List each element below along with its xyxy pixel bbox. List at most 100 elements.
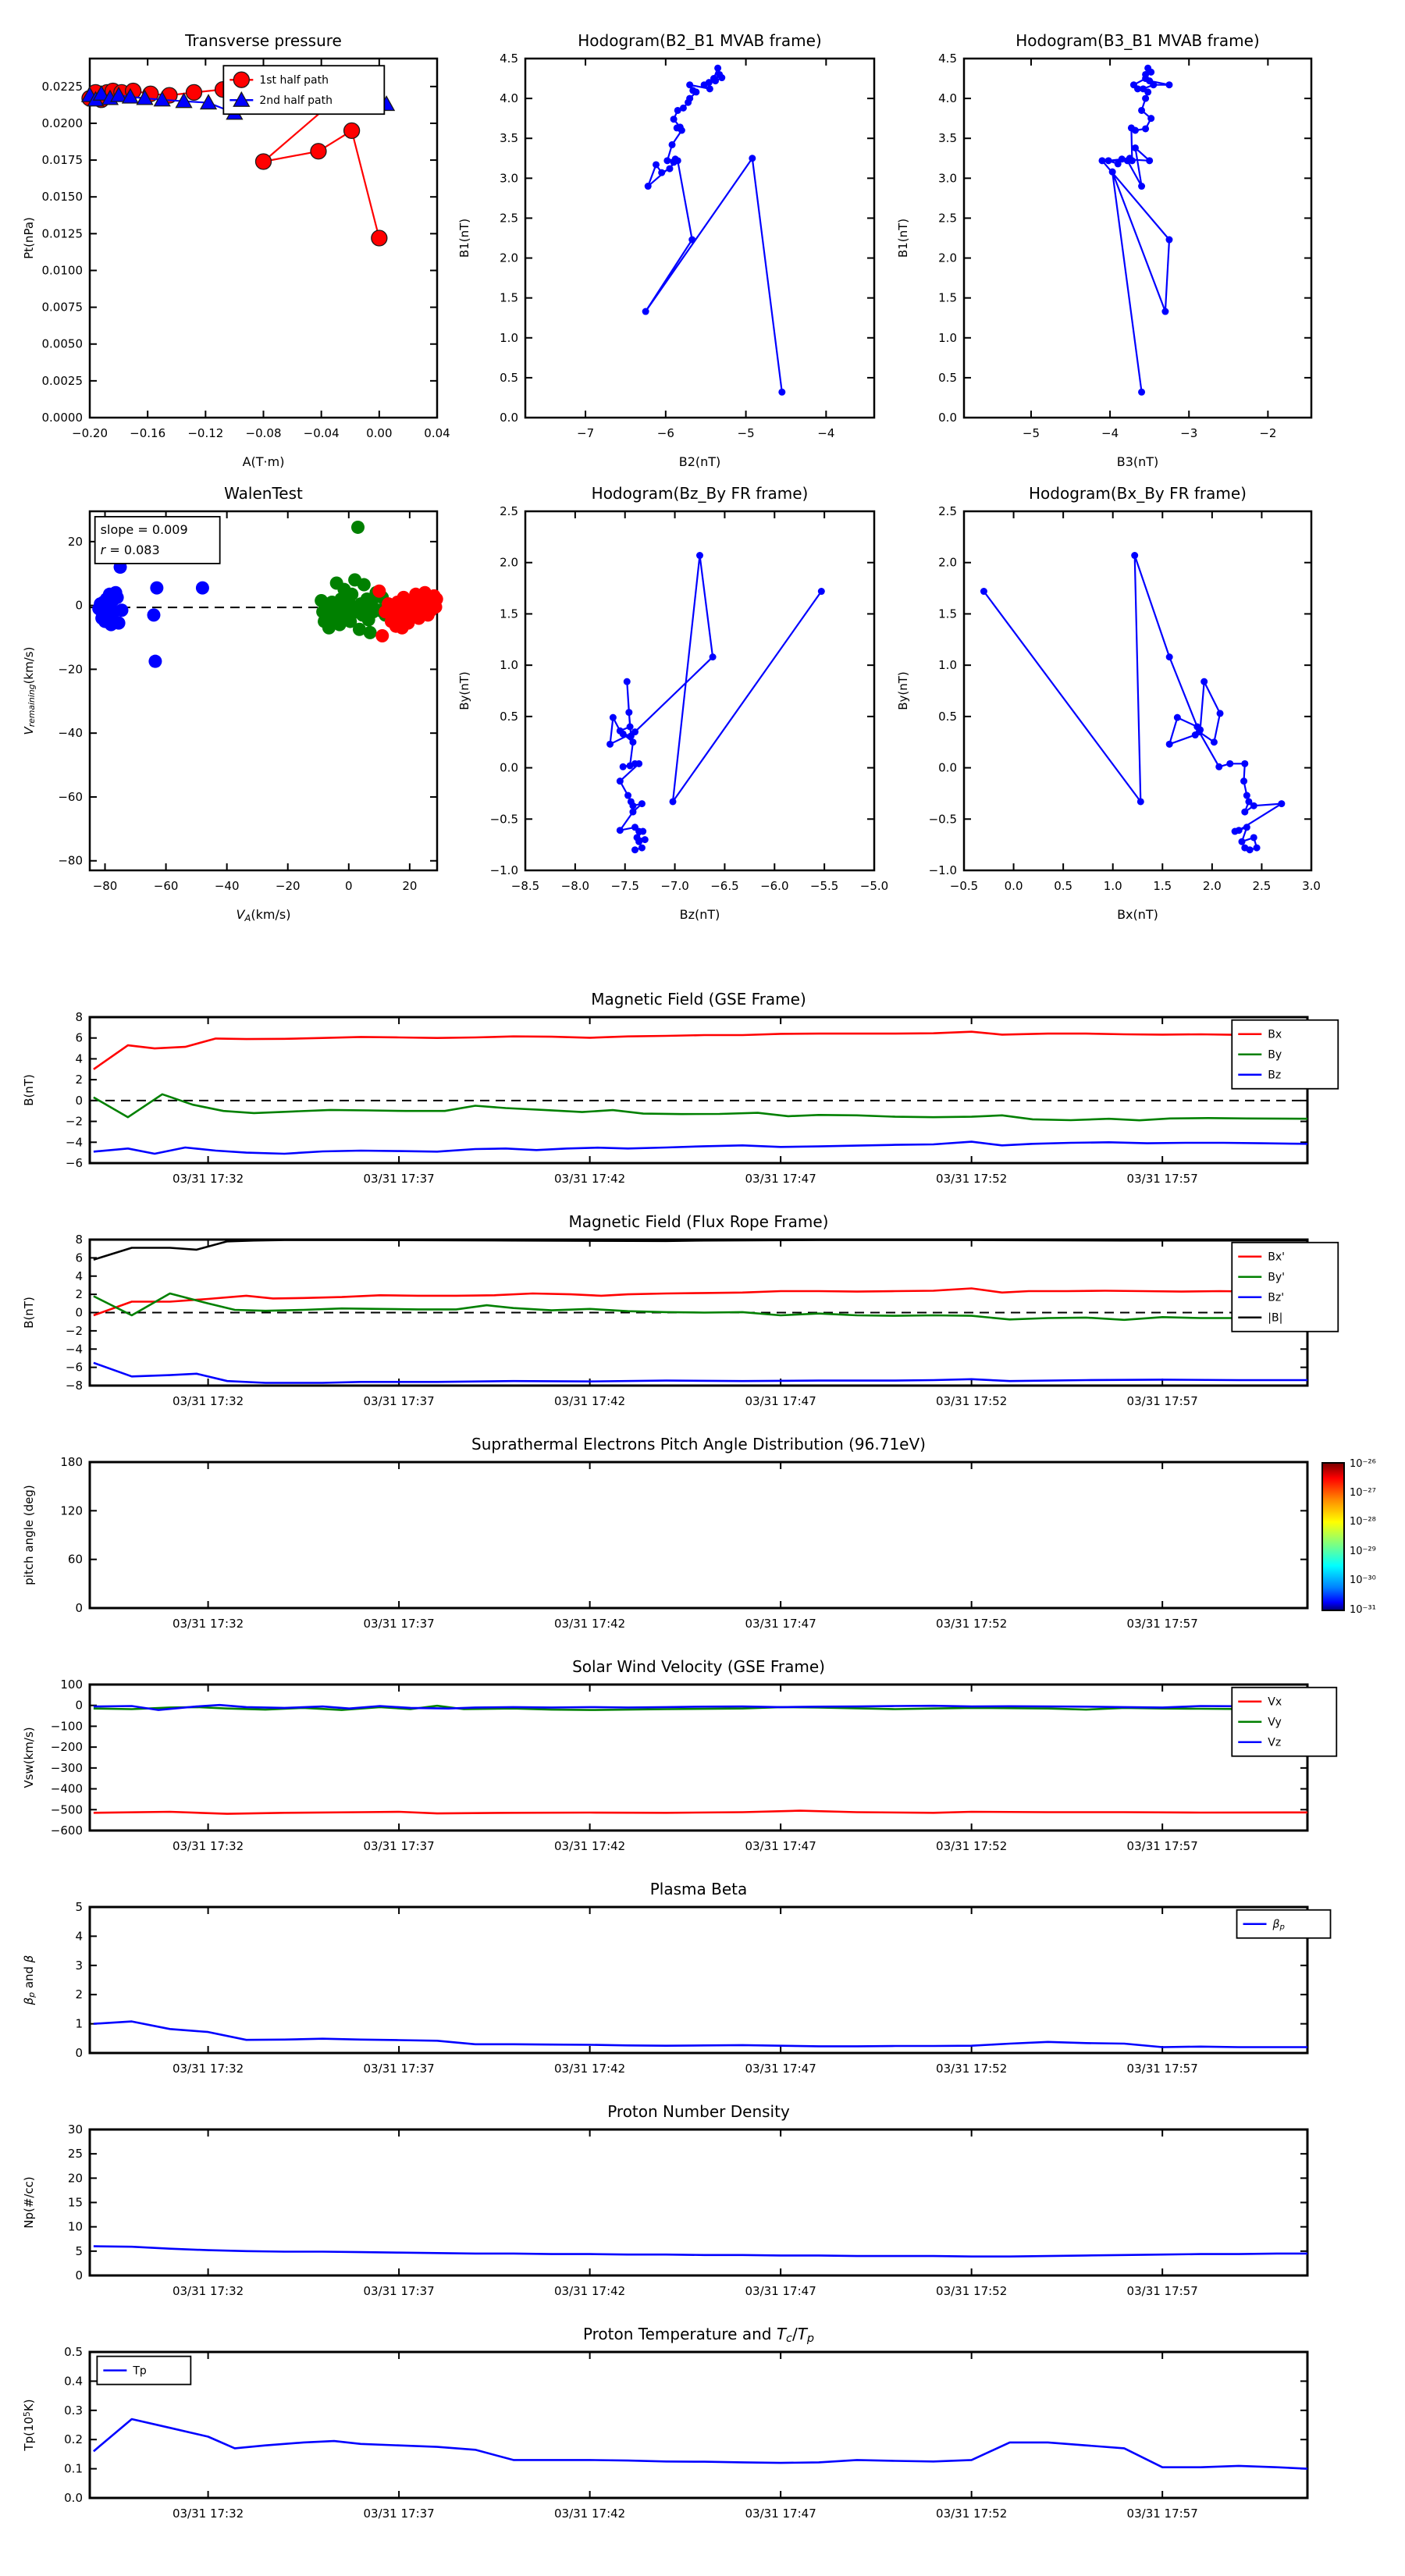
svg-text:120: 120 — [60, 1503, 83, 1517]
svg-text:03/31 17:37: 03/31 17:37 — [363, 2284, 434, 2298]
svg-text:−4: −4 — [817, 426, 834, 440]
svg-text:0.0225: 0.0225 — [42, 80, 84, 94]
svg-text:03/31 17:52: 03/31 17:52 — [936, 1394, 1007, 1408]
svg-text:3: 3 — [75, 1959, 83, 1973]
svg-text:0.04: 0.04 — [424, 426, 450, 440]
svg-text:0.0150: 0.0150 — [42, 190, 84, 204]
svg-text:1.5: 1.5 — [500, 291, 518, 305]
svg-text:0: 0 — [345, 879, 353, 893]
svg-text:03/31 17:32: 03/31 17:32 — [173, 1617, 244, 1631]
svg-text:2: 2 — [75, 1287, 83, 1301]
svg-text:−8: −8 — [66, 1379, 83, 1393]
chart-proton-number-density: 03/31 17:32 03/31 17:37 03/31 17:42 03/31 1… — [22, 2102, 1309, 2298]
svg-text:−0.5: −0.5 — [950, 879, 978, 893]
svg-text:Bz(nT): Bz(nT) — [680, 907, 720, 922]
svg-text:3.5: 3.5 — [500, 131, 518, 145]
svg-text:−2: −2 — [66, 1324, 83, 1338]
svg-text:0.0: 0.0 — [938, 761, 957, 775]
svg-text:03/31 17:42: 03/31 17:42 — [554, 2062, 625, 2076]
svg-text:8: 8 — [75, 1233, 83, 1247]
svg-text:03/31 17:32: 03/31 17:32 — [173, 2284, 244, 2298]
svg-text:0.00: 0.00 — [366, 426, 392, 440]
svg-text:0.0100: 0.0100 — [42, 263, 84, 277]
svg-text:Proton Number Density: Proton Number Density — [607, 2102, 790, 2121]
svg-text:0: 0 — [75, 2046, 83, 2060]
svg-text:Bx': Bx' — [1268, 1251, 1285, 1264]
svg-text:100: 100 — [60, 1678, 83, 1692]
svg-text:03/31 17:42: 03/31 17:42 — [554, 1617, 625, 1631]
svg-text:−0.16: −0.16 — [130, 426, 165, 440]
svg-text:Hodogram(B2_B1 MVAB frame): Hodogram(B2_B1 MVAB frame) — [578, 31, 821, 50]
svg-text:0.0175: 0.0175 — [42, 153, 84, 167]
svg-text:03/31 17:52: 03/31 17:52 — [936, 2284, 1007, 2298]
svg-text:B2(nT): B2(nT) — [679, 454, 721, 469]
svg-text:03/31 17:37: 03/31 17:37 — [363, 2062, 434, 2076]
svg-text:Vz: Vz — [1268, 1737, 1281, 1749]
svg-text:0: 0 — [75, 1306, 83, 1320]
svg-text:1.5: 1.5 — [938, 607, 957, 621]
svg-text:2.5: 2.5 — [938, 504, 957, 518]
svg-text:0.0125: 0.0125 — [42, 226, 84, 240]
svg-text:0.5: 0.5 — [938, 710, 957, 724]
svg-text:WalenTest: WalenTest — [224, 484, 303, 503]
svg-text:25: 25 — [68, 2147, 83, 2161]
svg-text:0.5: 0.5 — [1054, 879, 1072, 893]
svg-text:Suprathermal Electrons Pitch A: Suprathermal Electrons Pitch Angle Distr… — [471, 1435, 926, 1453]
svg-text:0.5: 0.5 — [500, 371, 518, 385]
svg-text:−8.0: −8.0 — [561, 879, 589, 893]
svg-text:−400: −400 — [51, 1782, 83, 1796]
svg-text:03/31 17:57: 03/31 17:57 — [1127, 1617, 1198, 1631]
svg-text:0.5: 0.5 — [64, 2345, 83, 2359]
svg-text:−60: −60 — [154, 879, 179, 893]
svg-text:Tp: Tp — [132, 2365, 147, 2378]
svg-text:Bz: Bz — [1268, 1069, 1281, 1082]
colorbar-tick-label: 10⁻²⁸ — [1350, 1516, 1376, 1528]
svg-text:4: 4 — [75, 1929, 83, 1943]
colorbar-tick-label: 10⁻³⁰ — [1350, 1574, 1376, 1587]
svg-text:4: 4 — [75, 1051, 83, 1066]
svg-text:−80: −80 — [93, 879, 118, 893]
svg-text:03/31 17:42: 03/31 17:42 — [554, 2507, 625, 2521]
svg-text:3.0: 3.0 — [500, 171, 518, 185]
svg-text:−5.5: −5.5 — [810, 879, 838, 893]
svg-text:Solar Wind Velocity (GSE Frame: Solar Wind Velocity (GSE Frame) — [572, 1657, 825, 1676]
svg-text:−0.5: −0.5 — [490, 812, 518, 826]
svg-text:By: By — [1268, 1049, 1282, 1062]
svg-text:0.0: 0.0 — [500, 411, 518, 425]
svg-text:0.0: 0.0 — [1005, 879, 1023, 893]
svg-text:Plasma Beta: Plasma Beta — [650, 1880, 748, 1898]
svg-text:03/31 17:57: 03/31 17:57 — [1127, 2284, 1198, 2298]
svg-text:−3: −3 — [1180, 426, 1197, 440]
svg-text:4.0: 4.0 — [938, 91, 957, 105]
svg-text:03/31 17:57: 03/31 17:57 — [1127, 1172, 1198, 1186]
svg-text:0.0025: 0.0025 — [42, 374, 84, 388]
svg-text:−5: −5 — [1023, 426, 1040, 440]
svg-text:180: 180 — [60, 1455, 83, 1469]
svg-text:03/31 17:32: 03/31 17:32 — [173, 2062, 244, 2076]
svg-text:2.0: 2.0 — [1203, 879, 1222, 893]
svg-text:Bz': Bz' — [1268, 1292, 1284, 1304]
chart-hodogram-bxby: −0.5 0.0 0.5 1.0 1.5 2.0 2.5 3.0 −1.0 −0.5 0.0 0.5 1… — [896, 484, 1321, 922]
svg-text:B3(nT): B3(nT) — [1117, 454, 1159, 469]
chart-hodogram-b3b1: −5 −4 −3 −2 0.0 0.5 1.0 1.5 2.0 2.5 3.0 3.5 4.0 4.5 Ho… — [896, 31, 1313, 469]
svg-text:slope = 0.009: slope = 0.009 — [101, 522, 188, 537]
svg-text:03/31 17:57: 03/31 17:57 — [1127, 2062, 1198, 2076]
svg-text:−40: −40 — [215, 879, 240, 893]
svg-text:−20: −20 — [58, 662, 83, 676]
svg-text:−6: −6 — [657, 426, 674, 440]
svg-text:4.5: 4.5 — [500, 52, 518, 66]
svg-text:6: 6 — [75, 1031, 83, 1045]
svg-text:03/31 17:32: 03/31 17:32 — [173, 1172, 244, 1186]
svg-text:Hodogram(B3_B1 MVAB frame): Hodogram(B3_B1 MVAB frame) — [1016, 31, 1259, 50]
svg-text:Hodogram(Bz_By FR frame): Hodogram(Bz_By FR frame) — [592, 484, 809, 503]
svg-text:A(T·m): A(T·m) — [243, 454, 285, 469]
svg-text:Vremaining(km/s): Vremaining(km/s) — [22, 647, 37, 735]
svg-text:2.0: 2.0 — [500, 251, 518, 265]
svg-text:0.0: 0.0 — [500, 761, 518, 775]
svg-text:−5.0: −5.0 — [860, 879, 888, 893]
svg-text:By(nT): By(nT) — [896, 671, 910, 710]
svg-text:βp and β: βp and β — [22, 1955, 37, 2005]
svg-text:03/31 17:37: 03/31 17:37 — [363, 2507, 434, 2521]
svg-text:2.0: 2.0 — [938, 556, 957, 570]
svg-text:03/31 17:47: 03/31 17:47 — [745, 2284, 816, 2298]
